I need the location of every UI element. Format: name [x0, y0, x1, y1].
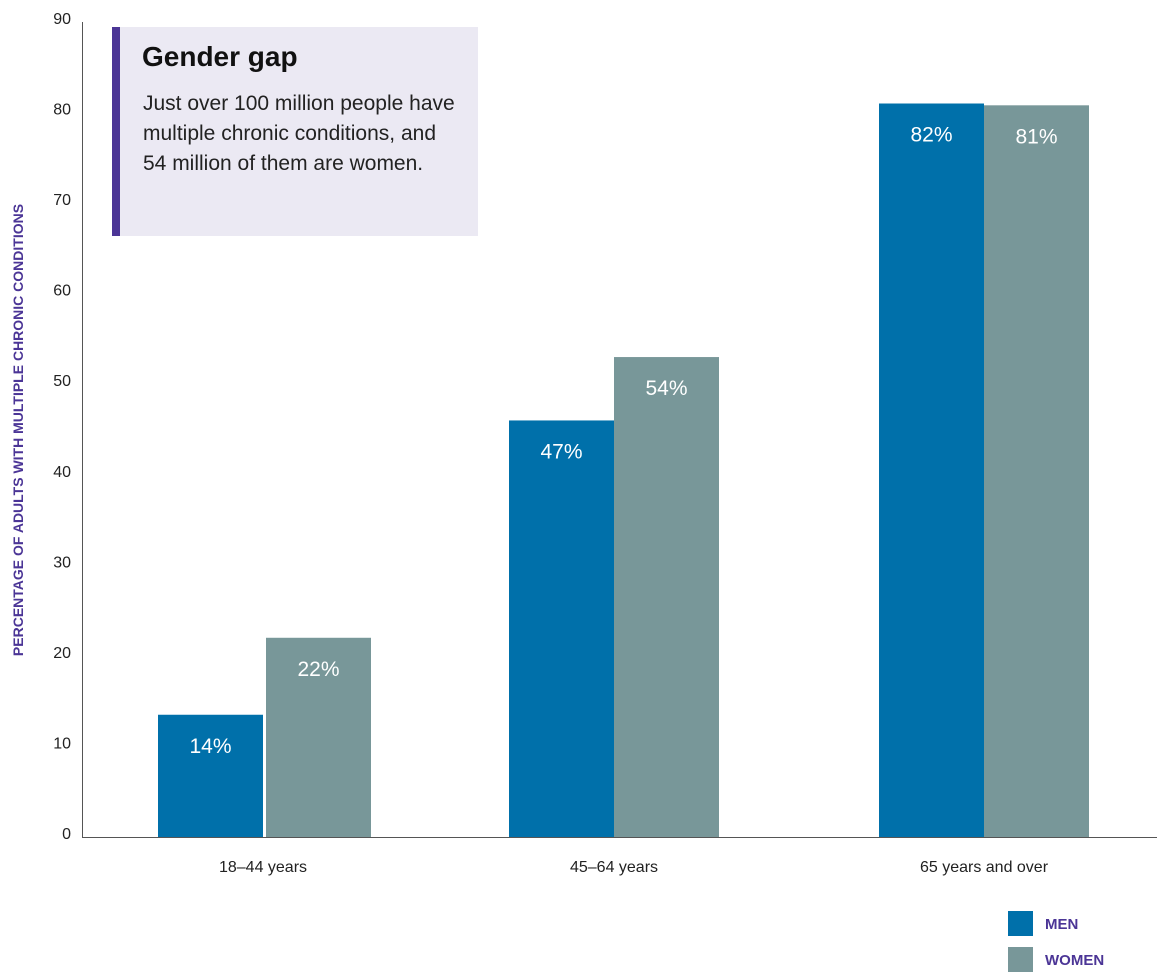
y-tick-label: 30: [53, 554, 71, 571]
x-tick-label: 45–64 years: [570, 859, 658, 876]
y-tick-label: 70: [53, 192, 71, 209]
y-tick-label: 20: [53, 645, 71, 662]
bar-value-label: 22%: [297, 658, 339, 681]
legend-swatch-women: [1008, 947, 1033, 972]
bar-value-label: 81%: [1015, 125, 1057, 148]
x-tick-label: 65 years and over: [920, 859, 1049, 876]
bar-women: [984, 105, 1089, 838]
bar-women: [614, 357, 719, 837]
y-axis-label: PERCENTAGE OF ADULTS WITH MULTIPLE CHRON…: [10, 204, 26, 656]
y-tick-label: 40: [53, 464, 71, 481]
callout-body: Just over 100 million people have multip…: [143, 92, 455, 175]
bar-value-label: 82%: [910, 124, 952, 147]
legend-swatch-men: [1008, 911, 1033, 936]
bar-men: [509, 420, 614, 837]
bar-series: 14% 22% 47% 54% 82% 81%: [158, 103, 1089, 838]
y-tick-label: 90: [53, 11, 71, 28]
y-tick-label: 80: [53, 102, 71, 119]
bar-men: [879, 103, 984, 837]
legend: MEN WOMEN: [1008, 911, 1104, 972]
bar-value-label: 47%: [540, 440, 582, 463]
y-axis-ticks: 0 10 20 30 40 50 60 70 80 90: [53, 11, 71, 843]
y-tick-label: 60: [53, 283, 71, 300]
y-tick-label: 0: [62, 826, 71, 843]
y-tick-label: 50: [53, 373, 71, 390]
bar-value-label: 14%: [189, 735, 231, 758]
x-tick-label: 18–44 years: [219, 859, 307, 876]
legend-label-men: MEN: [1045, 916, 1078, 933]
callout-title: Gender gap: [142, 41, 298, 72]
bar-women: [266, 637, 371, 837]
bar-men: [158, 714, 263, 837]
y-tick-label: 10: [53, 735, 71, 752]
x-axis-ticks: 18–44 years 45–64 years 65 years and over: [219, 859, 1049, 876]
bar-value-label: 54%: [645, 377, 687, 400]
legend-label-women: WOMEN: [1045, 952, 1104, 969]
callout-box: Gender gap Just over 100 million people …: [112, 27, 478, 236]
